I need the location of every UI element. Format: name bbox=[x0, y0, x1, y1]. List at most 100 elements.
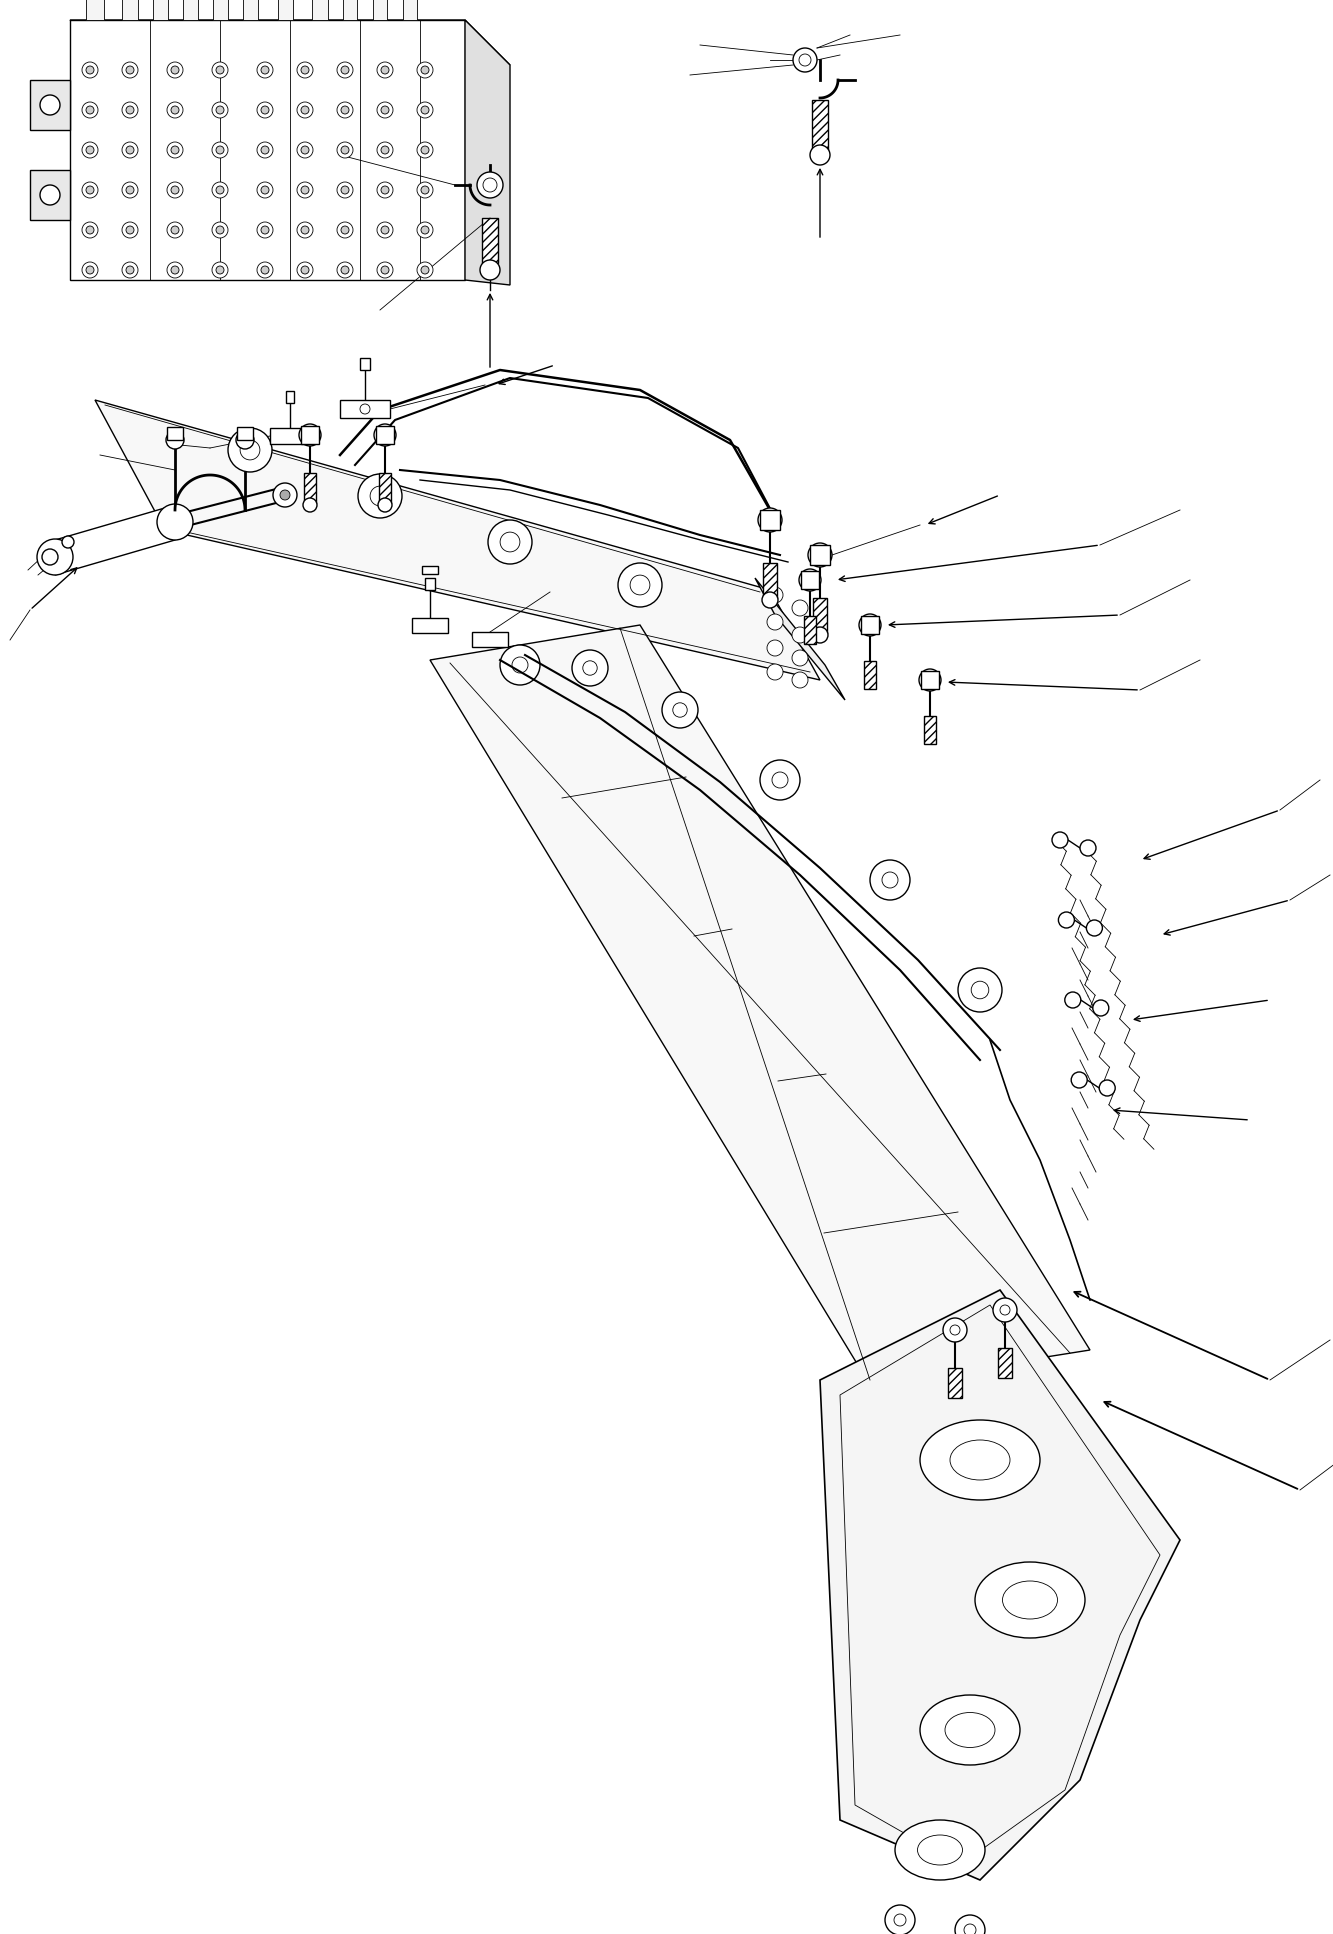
Circle shape bbox=[792, 650, 808, 665]
Circle shape bbox=[512, 658, 528, 673]
Circle shape bbox=[297, 261, 313, 278]
Circle shape bbox=[1093, 1000, 1109, 1015]
Circle shape bbox=[381, 226, 389, 234]
Circle shape bbox=[236, 431, 255, 449]
Circle shape bbox=[171, 226, 179, 234]
Circle shape bbox=[261, 66, 269, 73]
Circle shape bbox=[377, 261, 393, 278]
Circle shape bbox=[477, 172, 503, 197]
Circle shape bbox=[301, 186, 309, 193]
Circle shape bbox=[421, 186, 429, 193]
Bar bbox=[153, 0, 168, 19]
Circle shape bbox=[40, 186, 60, 205]
Ellipse shape bbox=[945, 1712, 994, 1748]
Circle shape bbox=[1058, 913, 1074, 928]
Bar bbox=[167, 427, 183, 441]
Bar bbox=[379, 474, 391, 503]
Circle shape bbox=[171, 106, 179, 114]
Circle shape bbox=[171, 66, 179, 73]
Circle shape bbox=[123, 141, 139, 159]
Circle shape bbox=[993, 1298, 1017, 1323]
Bar bbox=[243, 0, 259, 19]
Circle shape bbox=[421, 106, 429, 114]
Circle shape bbox=[337, 261, 353, 278]
Circle shape bbox=[216, 66, 224, 73]
Circle shape bbox=[417, 222, 433, 238]
Circle shape bbox=[792, 671, 808, 689]
Circle shape bbox=[870, 861, 910, 899]
Bar bbox=[87, 0, 104, 19]
Circle shape bbox=[583, 661, 597, 675]
Circle shape bbox=[480, 259, 500, 280]
Bar bbox=[423, 567, 439, 574]
Circle shape bbox=[341, 145, 349, 155]
Circle shape bbox=[792, 600, 808, 617]
Circle shape bbox=[488, 520, 532, 565]
Bar bbox=[762, 563, 777, 598]
Circle shape bbox=[83, 261, 99, 278]
Bar bbox=[237, 427, 253, 441]
Polygon shape bbox=[71, 19, 511, 66]
Circle shape bbox=[631, 574, 651, 596]
Circle shape bbox=[673, 702, 688, 718]
Circle shape bbox=[421, 145, 429, 155]
Circle shape bbox=[500, 532, 520, 551]
Circle shape bbox=[37, 540, 73, 574]
Circle shape bbox=[273, 484, 297, 507]
Circle shape bbox=[858, 613, 881, 636]
Ellipse shape bbox=[894, 1820, 985, 1880]
Circle shape bbox=[127, 226, 135, 234]
Polygon shape bbox=[95, 400, 820, 681]
Bar bbox=[924, 716, 936, 745]
Bar bbox=[301, 425, 319, 445]
Circle shape bbox=[228, 427, 272, 472]
Bar bbox=[921, 671, 938, 689]
Ellipse shape bbox=[1002, 1580, 1057, 1619]
Circle shape bbox=[261, 106, 269, 114]
Circle shape bbox=[127, 66, 135, 73]
Circle shape bbox=[167, 261, 183, 278]
Circle shape bbox=[619, 563, 663, 607]
Circle shape bbox=[810, 145, 830, 164]
Circle shape bbox=[212, 261, 228, 278]
Circle shape bbox=[216, 267, 224, 275]
Circle shape bbox=[572, 650, 608, 687]
Circle shape bbox=[257, 182, 273, 197]
Polygon shape bbox=[31, 79, 71, 130]
Circle shape bbox=[918, 669, 941, 690]
Circle shape bbox=[240, 441, 260, 460]
Bar bbox=[312, 0, 328, 19]
Circle shape bbox=[377, 141, 393, 159]
Circle shape bbox=[297, 103, 313, 118]
Bar bbox=[403, 0, 417, 19]
Circle shape bbox=[377, 62, 393, 77]
Circle shape bbox=[417, 261, 433, 278]
Circle shape bbox=[167, 222, 183, 238]
Circle shape bbox=[257, 141, 273, 159]
Circle shape bbox=[63, 536, 75, 547]
Circle shape bbox=[337, 103, 353, 118]
Circle shape bbox=[123, 182, 139, 197]
Circle shape bbox=[167, 141, 183, 159]
Circle shape bbox=[171, 267, 179, 275]
Circle shape bbox=[127, 145, 135, 155]
Circle shape bbox=[261, 145, 269, 155]
Circle shape bbox=[1080, 839, 1096, 857]
Circle shape bbox=[964, 1924, 976, 1934]
Circle shape bbox=[337, 182, 353, 197]
Bar bbox=[813, 598, 826, 632]
Circle shape bbox=[417, 182, 433, 197]
Polygon shape bbox=[71, 19, 465, 280]
Circle shape bbox=[337, 222, 353, 238]
Polygon shape bbox=[754, 578, 845, 700]
Circle shape bbox=[216, 226, 224, 234]
Circle shape bbox=[257, 62, 273, 77]
Circle shape bbox=[772, 772, 788, 787]
Polygon shape bbox=[31, 170, 71, 220]
Bar bbox=[948, 1367, 962, 1398]
Circle shape bbox=[157, 505, 193, 540]
Circle shape bbox=[421, 267, 429, 275]
Circle shape bbox=[766, 588, 782, 603]
Circle shape bbox=[83, 103, 99, 118]
Circle shape bbox=[297, 182, 313, 197]
